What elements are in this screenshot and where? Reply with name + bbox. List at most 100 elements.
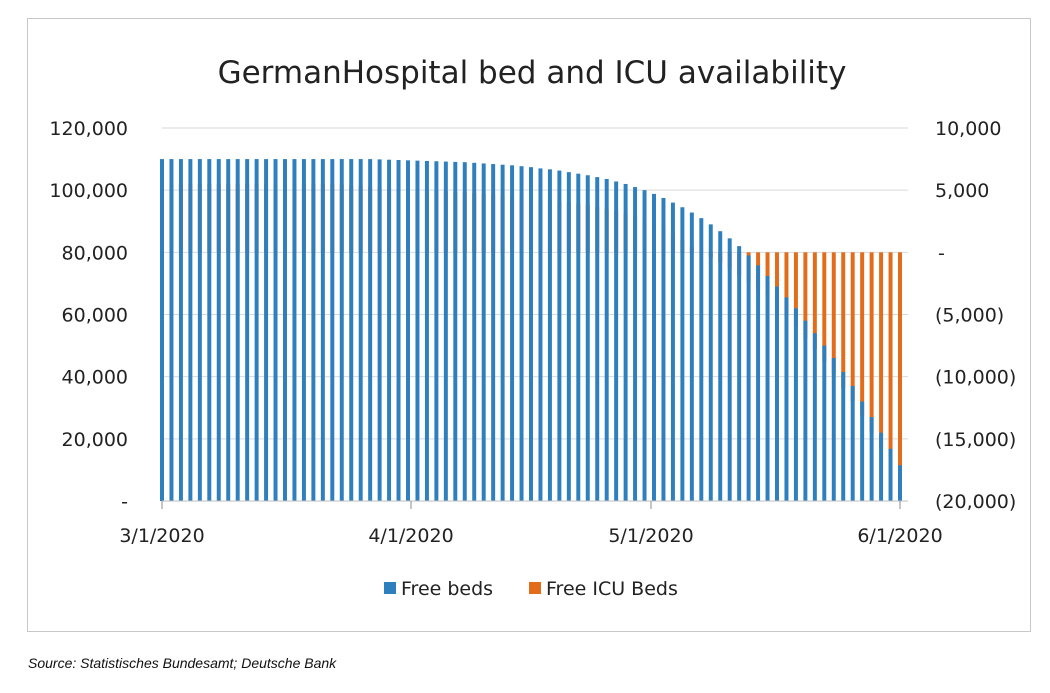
bar-free-beds (349, 159, 354, 501)
bar-free-beds (462, 162, 467, 501)
bar-free-beds (396, 160, 401, 501)
bar-free-icu-beds (784, 252, 789, 317)
right-tick-label: (20,000) (935, 491, 1016, 513)
bar-free-beds (831, 358, 836, 501)
bar-free-beds (661, 197, 666, 501)
bar-free-beds (557, 170, 562, 501)
left-tick-label: - (121, 491, 128, 513)
right-tick-label: 5,000 (935, 180, 989, 202)
bar-free-beds (481, 163, 486, 501)
bar-free-icu-beds (898, 252, 902, 470)
bar-free-beds (406, 160, 410, 501)
source-note: Source: Statistisches Bundesamt; Deutsch… (28, 655, 337, 671)
bar-free-beds (339, 159, 344, 501)
right-axis: (20,000) (15,000) (10,000) (5,000) - 5,000 10,… (935, 118, 1016, 513)
bar-free-beds (652, 193, 656, 501)
bar-free-beds (642, 190, 647, 502)
right-tick-label: 10,000 (935, 118, 1001, 140)
bar-free-beds (197, 159, 202, 501)
bar-free-beds (320, 159, 325, 501)
bar-free-icu-beds (775, 252, 779, 308)
bar-free-beds (264, 159, 269, 501)
x-tick-label: 5/1/2020 (608, 525, 693, 547)
bar-free-icu-beds (765, 252, 770, 299)
bar-free-icu-beds (879, 252, 884, 449)
bar-free-beds (614, 181, 619, 501)
left-axis: - 20,000 40,000 60,000 80,000 100,000 120,000 (49, 118, 128, 513)
bar-free-beds (472, 162, 477, 501)
bar-free-beds (500, 164, 505, 501)
bar-free-beds (727, 238, 732, 501)
bar-free-beds (803, 320, 808, 501)
x-axis: 3/1/2020 4/1/2020 5/1/2020 6/1/2020 (119, 500, 943, 547)
left-tick-label: 20,000 (62, 429, 128, 451)
bar-free-beds (519, 166, 524, 502)
bar-free-beds (311, 159, 316, 501)
bar-free-beds (283, 159, 287, 501)
bar-free-icu-beds (850, 252, 855, 402)
left-tick-label: 100,000 (49, 180, 128, 202)
bar-free-beds (718, 231, 723, 501)
bar-free-beds (377, 159, 382, 501)
bar-free-beds (879, 432, 884, 501)
bar-free-beds (775, 286, 779, 501)
right-tick-label: (10,000) (935, 367, 1016, 389)
bar-free-beds (301, 159, 306, 501)
bar-free-beds (633, 187, 638, 501)
bar-free-beds (888, 448, 893, 501)
x-tick-label: 4/1/2020 (368, 525, 453, 547)
bars (160, 159, 902, 502)
bar-free-beds (434, 161, 439, 501)
right-tick-label: (15,000) (935, 429, 1016, 451)
bar-free-beds (254, 159, 259, 501)
bar-free-beds (623, 183, 628, 501)
bar-free-beds (860, 401, 865, 501)
bar-free-beds (841, 372, 846, 501)
bar-free-beds (547, 169, 552, 501)
legend-swatch-free-icu-beds (529, 582, 541, 594)
legend: Free beds Free ICU Beds (384, 578, 678, 600)
bar-free-beds (160, 159, 164, 501)
bar-free-beds (746, 255, 751, 501)
bar-free-beds (415, 160, 420, 501)
bar-free-beds (226, 159, 231, 501)
bar-free-beds (708, 224, 713, 502)
bar-free-beds (793, 308, 798, 501)
bar-free-beds (453, 161, 458, 501)
bar-free-beds (178, 159, 183, 501)
bar-free-beds (188, 159, 193, 501)
bar-free-beds (595, 177, 600, 502)
bar-free-beds (169, 159, 174, 501)
bar-free-beds (689, 212, 694, 502)
bar-free-beds (273, 159, 278, 501)
bar-free-beds (387, 159, 392, 501)
bar-free-icu-beds (869, 252, 874, 433)
bar-free-beds (424, 160, 429, 501)
bar-free-icu-beds (841, 252, 846, 388)
chart-svg: GermanHospital bed and ICU availability … (49, 55, 1016, 600)
x-tick-label: 6/1/2020 (857, 525, 942, 547)
bar-free-icu-beds (793, 252, 798, 327)
bar-free-beds (216, 159, 221, 501)
left-tick-label: 40,000 (62, 367, 128, 389)
bar-free-beds (330, 159, 335, 501)
bar-free-beds (368, 159, 373, 501)
right-tick-label: (5,000) (935, 305, 1004, 327)
bar-free-beds (358, 159, 363, 501)
bar-free-beds (245, 159, 250, 501)
right-tick-label: - (938, 242, 945, 264)
bar-free-beds (235, 159, 240, 501)
bar-free-beds (680, 207, 685, 501)
bar-free-beds (576, 173, 581, 501)
bar-free-beds (699, 218, 704, 501)
bar-free-icu-beds (822, 252, 827, 362)
bar-free-beds (566, 172, 571, 501)
bar-free-icu-beds (803, 252, 808, 339)
left-tick-label: 80,000 (62, 242, 128, 264)
bar-free-beds (207, 159, 212, 501)
left-tick-label: 120,000 (49, 118, 128, 140)
bar-free-beds (670, 202, 675, 501)
bar-free-beds (756, 265, 761, 501)
bar-free-beds (529, 167, 533, 502)
bar-free-beds (869, 417, 874, 501)
